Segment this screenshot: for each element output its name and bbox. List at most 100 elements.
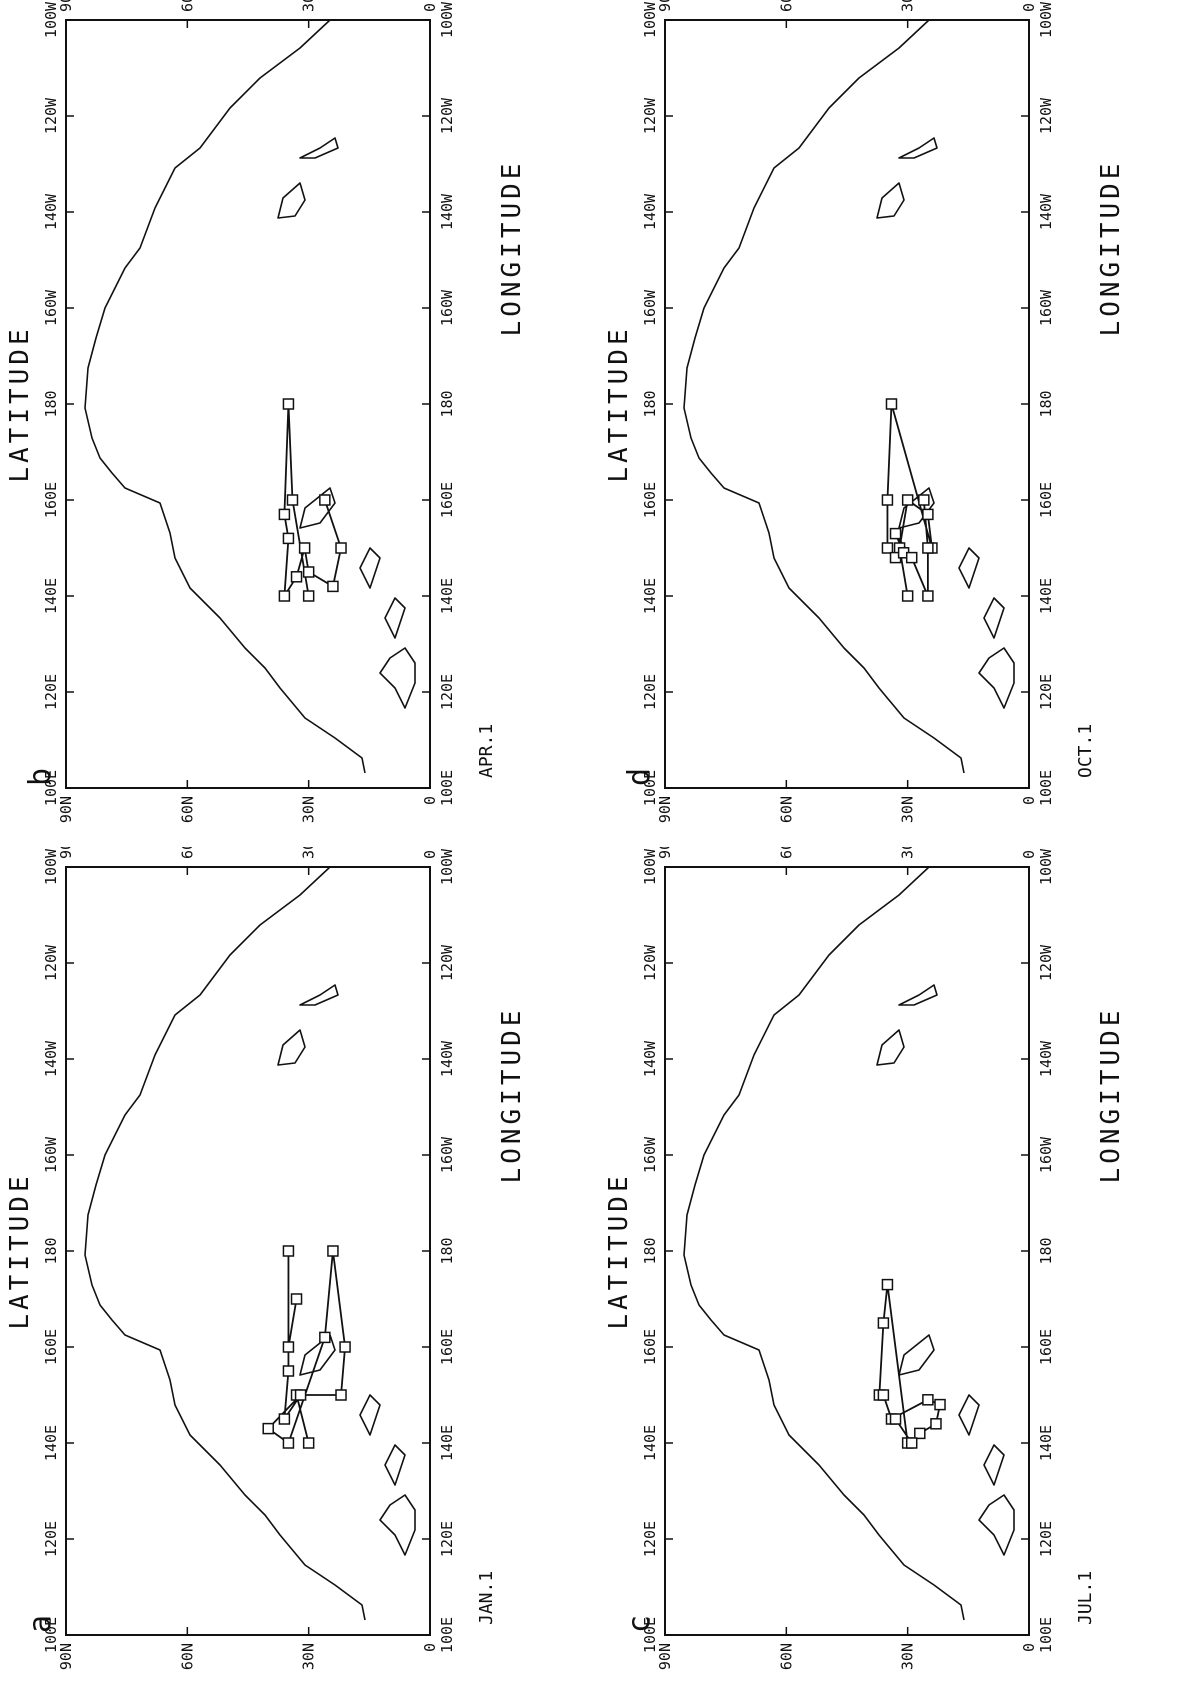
lat-tick-label-right: 0: [421, 3, 439, 12]
lon-tick-label-bottom: 160W: [438, 1136, 456, 1173]
date-label: OCT.1: [1075, 724, 1096, 778]
lat-tick-label-right: 60N: [178, 0, 196, 12]
lon-tick-label-top: 160W: [641, 1136, 659, 1173]
trajectory-marker: [282, 532, 295, 545]
map-c: 100E 100E 120E 120E 140E 140E 160E 160E 180 180 16…: [604, 832, 1126, 1670]
trajectory-marker: [885, 398, 898, 410]
trajectory-marker: [922, 508, 934, 521]
trajectory-marker: [302, 590, 315, 602]
lat-tick-label-left: 90N: [656, 796, 674, 823]
lat-tick-label-right: 60N: [777, 0, 795, 12]
map-frame: [65, 866, 431, 1636]
lon-tick-label-bottom: 140W: [438, 193, 456, 230]
trajectory-marker: [302, 1437, 315, 1449]
lon-tick-label-bottom: 100W: [1037, 1, 1055, 38]
lon-tick-label-bottom: 120E: [1037, 674, 1055, 710]
longitude-axis-label: LONGITUDE: [1096, 1007, 1126, 1184]
lon-tick-label-top: 120E: [42, 1521, 60, 1557]
lon-tick-label-bottom: 160E: [1037, 482, 1055, 518]
lat-tick-label-left: 60N: [178, 1643, 196, 1670]
lon-tick-label-bottom: 100E: [438, 1617, 456, 1653]
lon-tick-label-top: 120E: [42, 674, 60, 710]
trajectory-marker: [881, 494, 894, 506]
trajectory-marker: [905, 551, 918, 564]
lat-tick-label-right: 90N: [57, 847, 75, 859]
trajectory-marker: [286, 494, 299, 506]
trajectory-marker: [294, 1389, 307, 1401]
lat-tick-label-left: 0: [1020, 796, 1038, 805]
trajectory-marker: [335, 1389, 347, 1401]
lon-tick-label-top: 140W: [641, 1040, 659, 1077]
lon-tick-label-top: 140E: [641, 1425, 659, 1461]
trajectory-marker: [262, 1422, 274, 1435]
date-label: APR.1: [476, 724, 497, 778]
lon-tick-label-top: 100W: [42, 848, 60, 885]
trajectory-marker: [889, 1413, 902, 1425]
trajectory-marker: [922, 590, 934, 602]
trajectory-marker: [278, 590, 291, 602]
panel-letter: c: [622, 1615, 657, 1633]
lat-tick-label-left: 30N: [300, 796, 318, 823]
lon-tick-label-bottom: 100E: [1037, 770, 1055, 806]
longitude-axis-label: LONGITUDE: [497, 1007, 527, 1184]
lon-tick-label-top: 100W: [641, 848, 659, 885]
trajectory-marker: [278, 508, 291, 521]
trajectory-marker: [901, 494, 914, 506]
trajectory-marker: [290, 1293, 303, 1305]
trajectory-marker: [877, 1389, 890, 1401]
trajectory-marker: [914, 1427, 926, 1440]
trajectory-marker: [930, 1418, 942, 1430]
panel-d: 100E 100E 120E 120E 140E 140E 160E 160E 180 180 16…: [599, 0, 1159, 848]
map-frame: [65, 19, 431, 789]
lat-tick-label-right: 60N: [178, 847, 196, 859]
lon-tick-label-top: 120W: [641, 944, 659, 981]
trajectory-marker: [327, 1245, 339, 1257]
coastlines: [683, 866, 1015, 1621]
lat-tick-label-right: 90N: [57, 0, 75, 12]
lon-tick-label-top: 160E: [42, 1329, 60, 1365]
lon-tick-label-bottom: 160E: [1037, 1329, 1055, 1365]
lon-tick-label-bottom: 140E: [1037, 578, 1055, 614]
lon-tick-label-bottom: 140E: [438, 1425, 456, 1461]
lon-tick-label-bottom: 120W: [1037, 944, 1055, 981]
lat-tick-label-left: 30N: [899, 796, 917, 823]
trajectory-marker: [302, 566, 315, 578]
trajectory-marker: [881, 1278, 894, 1291]
trajectory-marker: [282, 1437, 295, 1449]
trajectory-marker: [290, 571, 303, 583]
trajectory-marker: [298, 542, 311, 554]
lon-tick-label-top: 100E: [641, 770, 659, 806]
lat-tick-label-left: 90N: [57, 1643, 75, 1670]
trajectory-line: [266, 1250, 346, 1445]
trajectory-marker: [282, 398, 295, 410]
lat-tick-label-right: 0: [1020, 3, 1038, 12]
trajectory-marker: [918, 494, 930, 506]
map-frame: [664, 19, 1030, 789]
coastlines: [84, 866, 416, 1621]
lon-tick-label-bottom: 100E: [1037, 1617, 1055, 1653]
trajectory-marker: [877, 1317, 890, 1329]
trajectory-marker: [282, 1341, 295, 1353]
latitude-axis-label: LATITUDE: [5, 1172, 35, 1329]
lon-tick-label-bottom: 140E: [438, 578, 456, 614]
coastlines: [683, 19, 1015, 774]
lon-tick-label-top: 140W: [42, 193, 60, 230]
lon-tick-label-bottom: 160E: [438, 482, 456, 518]
lon-tick-label-top: 180: [641, 390, 659, 417]
lon-tick-label-top: 100W: [641, 1, 659, 38]
lon-tick-label-top: 160E: [42, 482, 60, 518]
lon-tick-label-top: 140W: [641, 193, 659, 230]
coastlines: [84, 19, 416, 774]
lat-tick-label-left: 30N: [300, 1643, 318, 1670]
lat-tick-label-right: 30N: [300, 847, 318, 859]
panel-a: 100E 100E 120E 120E 140E 140E 160E 160E 180 180 16…: [0, 832, 560, 1695]
trajectory-marker: [319, 494, 331, 506]
lon-tick-label-top: 120W: [42, 97, 60, 134]
lon-tick-label-bottom: 100W: [438, 1, 456, 38]
lon-tick-label-top: 100E: [42, 1617, 60, 1653]
lon-tick-label-bottom: 120W: [438, 97, 456, 134]
lon-tick-label-top: 180: [42, 1237, 60, 1264]
lon-tick-label-top: 160W: [641, 289, 659, 326]
latitude-axis-label: LATITUDE: [604, 1172, 634, 1329]
